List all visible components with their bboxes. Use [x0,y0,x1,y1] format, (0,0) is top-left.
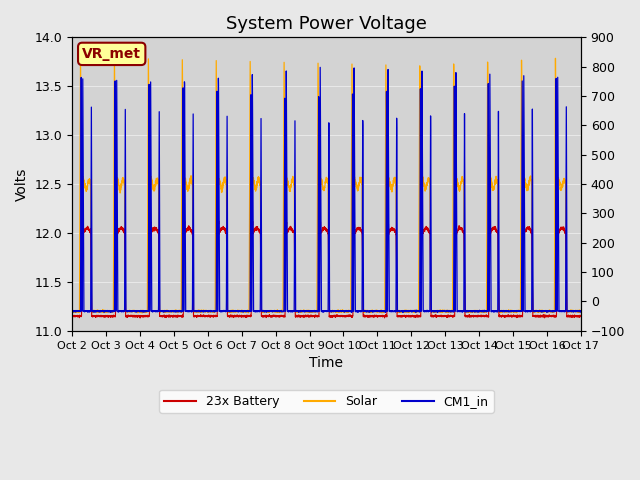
Y-axis label: Volts: Volts [15,168,29,201]
Title: System Power Voltage: System Power Voltage [226,15,427,33]
X-axis label: Time: Time [310,356,344,370]
Text: VR_met: VR_met [82,47,141,61]
Legend: 23x Battery, Solar, CM1_in: 23x Battery, Solar, CM1_in [159,390,493,413]
